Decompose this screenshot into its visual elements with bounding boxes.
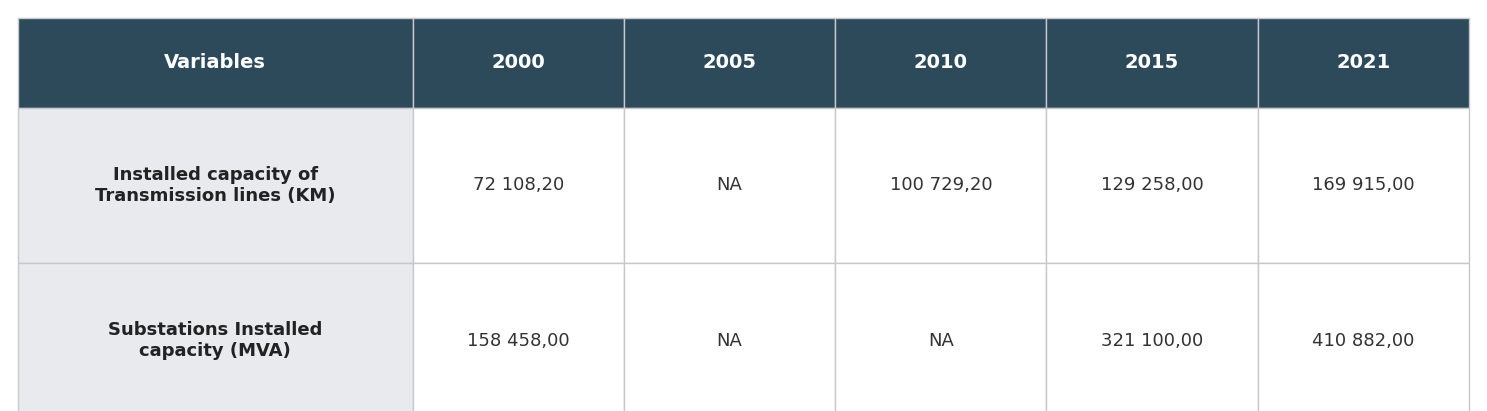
Text: 100 729,20: 100 729,20 (889, 176, 992, 194)
Text: NA: NA (928, 332, 953, 349)
Text: Variables: Variables (165, 53, 266, 72)
Bar (836, 18, 1047, 108)
Bar (625, 263, 836, 411)
Text: Installed capacity of
Transmission lines (KM): Installed capacity of Transmission lines… (95, 166, 336, 205)
Bar (413, 108, 625, 263)
Text: 158 458,00: 158 458,00 (467, 332, 570, 349)
Bar (836, 263, 1047, 411)
Text: 169 915,00: 169 915,00 (1312, 176, 1414, 194)
Bar (1258, 18, 1469, 108)
Text: NA: NA (717, 176, 742, 194)
Text: 2015: 2015 (1126, 53, 1179, 72)
Bar (18, 18, 413, 108)
Bar (413, 263, 625, 411)
Text: 2021: 2021 (1337, 53, 1390, 72)
Bar (625, 18, 836, 108)
Bar (18, 108, 413, 263)
Bar (18, 263, 413, 411)
Text: 129 258,00: 129 258,00 (1100, 176, 1203, 194)
Bar (625, 108, 836, 263)
Text: 2005: 2005 (702, 53, 757, 72)
Text: 2010: 2010 (915, 53, 968, 72)
Bar (836, 108, 1047, 263)
Bar (1047, 18, 1258, 108)
Bar (1258, 263, 1469, 411)
Text: 72 108,20: 72 108,20 (473, 176, 564, 194)
Text: 2000: 2000 (491, 53, 546, 72)
Bar (413, 18, 625, 108)
Text: 410 882,00: 410 882,00 (1312, 332, 1414, 349)
Text: Substations Installed
capacity (MVA): Substations Installed capacity (MVA) (109, 321, 323, 360)
Text: NA: NA (717, 332, 742, 349)
Bar (1047, 108, 1258, 263)
Bar (1258, 108, 1469, 263)
Text: 321 100,00: 321 100,00 (1100, 332, 1203, 349)
Bar (1047, 263, 1258, 411)
